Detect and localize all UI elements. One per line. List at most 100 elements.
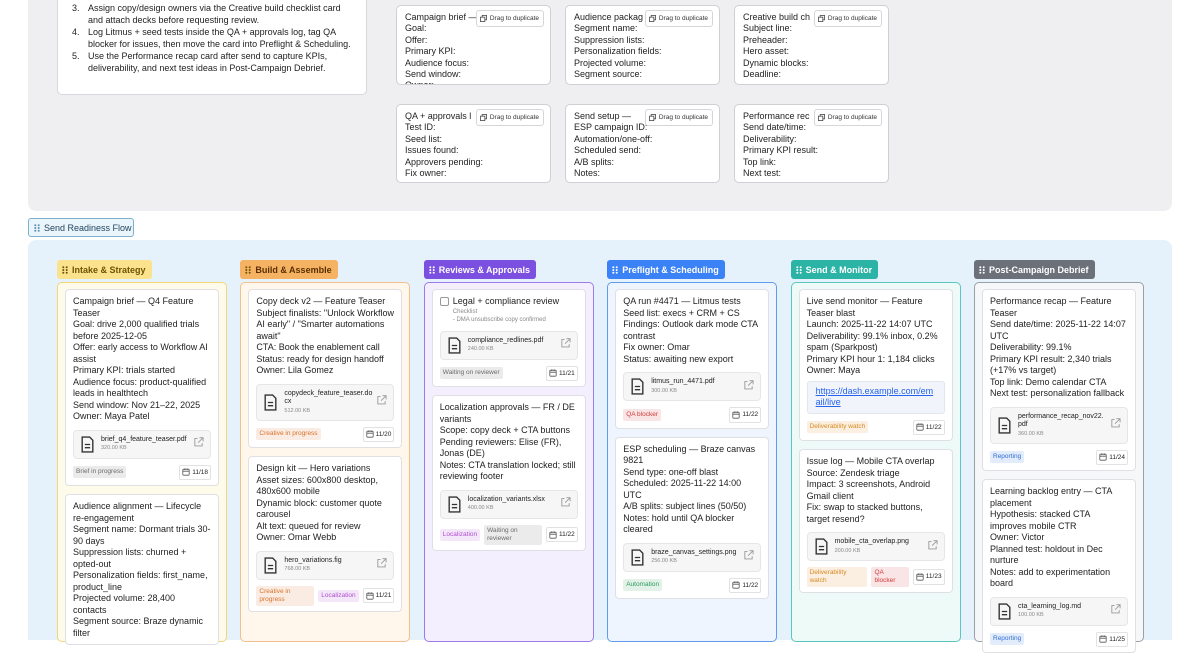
template-field: Segment name:	[574, 23, 638, 34]
open-icon[interactable]	[560, 497, 571, 508]
due-date: 11/25	[1096, 631, 1128, 647]
card[interactable]: Localization approvals — FR / DE variant…	[431, 395, 586, 551]
open-attachment[interactable]	[1110, 418, 1121, 433]
duplicate-button[interactable]: Drag to duplicate	[813, 109, 882, 127]
duplicate-button[interactable]: Drag to duplicate	[813, 10, 882, 28]
card-footer: Creative in progress 11/20	[256, 426, 395, 442]
card-footer: Deliverability watch QA blocker 11/23	[806, 567, 945, 587]
open-icon-path	[561, 338, 571, 348]
card-line: A/B splits: subject lines (50/50)	[623, 501, 747, 511]
card[interactable]: Learning backlog entry — CTA placement Hy…	[982, 479, 1136, 653]
tag: Creative in progress	[256, 428, 321, 441]
column-header[interactable]: Post-Campaign Debrief	[974, 260, 1095, 279]
open-attachment[interactable]	[376, 395, 387, 410]
open-attachment[interactable]	[1110, 604, 1121, 619]
open-attachment[interactable]	[193, 437, 204, 452]
attachment[interactable]: brief_q4_feature_teaser.pdf 320.00 KB	[73, 429, 211, 459]
step: 3. Assign copy/design owners via the Crea…	[72, 3, 356, 26]
card-line: Personalization fields: first_name, prod…	[73, 570, 208, 592]
card-line: Notes: hold until QA blocker cleared	[623, 512, 735, 535]
open-icon[interactable]	[743, 550, 754, 561]
card[interactable]: Performance recap — Feature Teaser Send d…	[982, 289, 1136, 471]
open-icon[interactable]	[193, 437, 204, 448]
attachment-meta: cta_learning_log.md 100.00 KB	[1018, 603, 1106, 620]
duplicate-back	[479, 16, 486, 23]
duplicate-button[interactable]: Drag to duplicate	[475, 109, 544, 127]
column-title: Preflight & Scheduling	[622, 264, 719, 275]
template-field: Preheader:	[743, 34, 788, 45]
open-icon[interactable]	[376, 558, 387, 569]
attachment[interactable]: mobile_cta_overlap.png 200.00 KB	[806, 532, 945, 561]
calendar-lines	[366, 591, 373, 596]
open-attachment[interactable]	[743, 379, 754, 394]
card[interactable]: Design kit — Hero variations Asset sizes:…	[248, 456, 403, 612]
template-field: Fix owner:	[405, 168, 447, 179]
open-attachment[interactable]	[743, 550, 754, 565]
due-date: 11/18	[179, 464, 211, 480]
attachment[interactable]: braze_canvas_settings.png 256.00 KB	[623, 542, 762, 572]
attachment-name: cta_learning_log.md	[1018, 602, 1082, 610]
duplicate-button[interactable]: Drag to duplicate	[475, 10, 544, 28]
card[interactable]: Copy deck v2 — Feature Teaser Subject fin…	[248, 289, 403, 448]
attachment[interactable]: performance_recap_nov22.pdf 360.00 KB	[990, 406, 1128, 444]
open-icon[interactable]	[743, 379, 754, 390]
attachment[interactable]: localization_variants.xlsx 400.00 KB	[439, 489, 578, 519]
card[interactable]: Live send monitor — Feature Teaser blast…	[798, 289, 953, 441]
open-icon[interactable]	[927, 539, 938, 550]
open-attachment[interactable]	[376, 558, 387, 573]
open-icon[interactable]	[1110, 604, 1121, 615]
card[interactable]: Campaign brief — Q4 Feature Teaser Goal: …	[65, 289, 219, 486]
attachment[interactable]: cta_learning_log.md 100.00 KB	[990, 596, 1128, 626]
attachment[interactable]: compliance_redlines.pdf 240.00 KB	[439, 330, 578, 360]
duplicate-icon	[479, 114, 487, 122]
card[interactable]: Audience alignment — Lifecycle re-engage…	[65, 494, 219, 645]
attachment[interactable]: hero_variations.fig 768.00 KB	[256, 550, 395, 580]
template-title: Audience packag	[574, 12, 644, 22]
file-lines	[1001, 424, 1008, 429]
handle-dots	[795, 265, 802, 274]
duplicate-button[interactable]: Drag to duplicate	[644, 109, 713, 127]
due-date: 11/22	[729, 407, 762, 423]
due-date-text: 11/21	[559, 369, 575, 377]
card-link[interactable]: https://dash.example.com/email/live	[806, 380, 945, 414]
card-line: Goal: drive 2,000 qualified trials befor…	[73, 319, 200, 341]
card[interactable]: QA run #4471 — Litmus tests Seed list: ex…	[615, 289, 770, 429]
file-lines	[635, 385, 641, 391]
open-icon[interactable]	[376, 395, 387, 406]
open-attachment[interactable]	[927, 539, 938, 554]
due-date-text: 11/22	[559, 530, 575, 538]
card-line: Alt text: queued for review	[256, 520, 361, 531]
calendar-body	[365, 592, 374, 600]
step: 4. Log Litmus + seed tests inside the QA …	[72, 27, 356, 50]
card-line: Status: ready for design handoff	[256, 353, 384, 364]
tag: Deliverability watch	[806, 567, 868, 587]
calendar-lines	[916, 423, 923, 427]
open-attachment[interactable]	[560, 497, 571, 512]
column-header[interactable]: Send & Monitor	[790, 260, 879, 279]
open-icon[interactable]	[560, 338, 571, 349]
card[interactable]: ESP scheduling — Braze canvas 9821 Send t…	[615, 436, 770, 599]
duplicate-icon	[648, 15, 656, 23]
card[interactable]: Legal + compliance review Checklist - DMA …	[431, 289, 586, 387]
card[interactable]: Issue log — Mobile CTA overlap Source: Ze…	[798, 449, 953, 593]
column-header[interactable]: Build & Assemble	[240, 260, 338, 279]
checkbox[interactable]	[439, 297, 449, 307]
open-icon[interactable]	[1110, 418, 1121, 429]
attachment[interactable]: copydeck_feature_teaser.docx 512.00 KB	[256, 383, 395, 421]
column-header[interactable]: Intake & Strategy	[57, 260, 152, 279]
card-line: Next test: personalization fallback	[990, 388, 1125, 398]
open-attachment[interactable]	[560, 338, 571, 353]
calendar-icon	[732, 411, 740, 419]
page: Send Readiness Flow {"instructions":{"st…	[28, 0, 1172, 653]
file-outline	[631, 548, 644, 566]
attachment-size: 100.00 KB	[1018, 612, 1044, 619]
column-header[interactable]: Reviews & Approvals	[423, 260, 536, 279]
card-line: Segment source: Braze dynamic filter	[73, 616, 204, 638]
card-line: Owner: Maya	[806, 365, 861, 375]
attachment[interactable]: litmus_run_4471.pdf 300.00 KB	[623, 372, 762, 401]
duplicate-icon	[648, 114, 656, 122]
template-title: Creative build ch	[743, 12, 811, 22]
calendar-body	[549, 531, 557, 539]
duplicate-button[interactable]: Drag to duplicate	[644, 10, 713, 28]
column-header[interactable]: Preflight & Scheduling	[607, 260, 725, 279]
